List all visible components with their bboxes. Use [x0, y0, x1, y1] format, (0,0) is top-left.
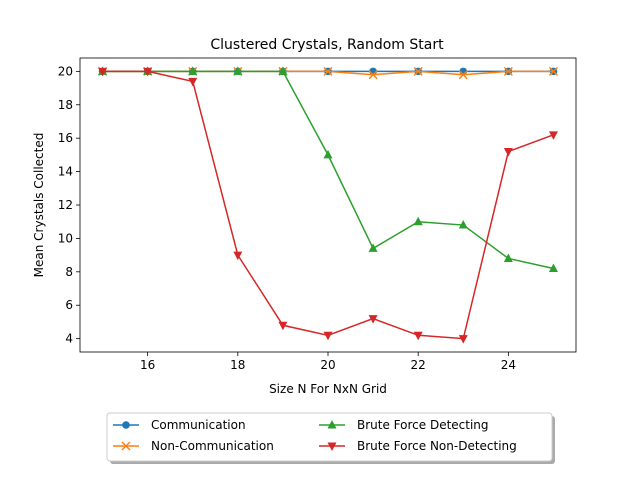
data-point [458, 220, 468, 229]
x-tick-label: 22 [411, 358, 426, 372]
legend-marker [121, 441, 131, 451]
data-point [458, 335, 468, 344]
data-point [233, 66, 243, 75]
y-axis: 4 6 8 10 12 14 16 18 20 [58, 64, 80, 346]
legend-label: Brute Force Detecting [357, 418, 489, 432]
legend: Communication Non-Communication Brute Forc… [106, 412, 555, 464]
y-tick-label: 18 [58, 98, 73, 112]
legend-label: Non-Communication [151, 439, 274, 453]
data-point [548, 66, 558, 76]
legend-item: Non-Communication [113, 439, 274, 453]
data-point [503, 66, 513, 76]
y-tick-label: 16 [58, 131, 73, 145]
data-point [278, 321, 288, 331]
legend-items: Communication Non-Communication Brute Forc… [113, 418, 517, 453]
data-point [188, 66, 198, 75]
data-point [278, 66, 288, 75]
legend-marker [327, 442, 337, 451]
x-tick-label: 16 [140, 358, 155, 372]
data-point [323, 66, 333, 76]
plot-background [80, 58, 576, 352]
x-axis-label: Size N For NxN Grid [269, 382, 387, 396]
data-point [98, 67, 108, 77]
legend-label: Communication [151, 418, 246, 432]
y-tick-label: 20 [58, 64, 73, 78]
x-tick-label: 18 [230, 358, 245, 372]
y-tick-label: 4 [65, 332, 73, 346]
data-point [368, 315, 378, 324]
data-point [548, 263, 558, 272]
data-point [413, 216, 423, 226]
series-brute-force-non-detecting [98, 67, 558, 344]
data-point [368, 243, 378, 252]
data-point [323, 149, 333, 159]
y-tick-label: 8 [65, 265, 73, 279]
data-point [503, 253, 513, 262]
data-point [503, 148, 513, 157]
legend-label: Brute Force Non-Detecting [357, 439, 517, 453]
data-point [548, 131, 558, 140]
y-tick-label: 10 [58, 231, 73, 245]
legend-item: Brute Force Non-Detecting [319, 439, 517, 453]
y-tick-label: 6 [65, 298, 73, 312]
y-axis-label: Mean Crystals Collected [32, 133, 46, 278]
legend-item: Communication [113, 418, 246, 432]
x-tick-label: 24 [501, 358, 516, 372]
chart-title: Clustered Crystals, Random Start [210, 37, 444, 53]
data-point [413, 331, 423, 341]
data-point [323, 331, 333, 341]
series-brute-force-detecting [98, 66, 558, 272]
data-point [143, 67, 153, 77]
legend-box [106, 412, 553, 462]
series-layer [98, 66, 558, 344]
x-tick-label: 20 [320, 358, 335, 372]
legend-marker [122, 421, 130, 429]
y-tick-label: 14 [58, 165, 73, 179]
data-point [233, 251, 243, 261]
data-point [458, 70, 468, 80]
plot-area [79, 57, 577, 353]
legend-item: Brute Force Detecting [319, 418, 489, 432]
y-tick-label: 12 [58, 198, 73, 212]
data-point [413, 66, 423, 76]
data-point [368, 70, 378, 80]
legend-marker [327, 420, 337, 429]
x-axis: 16 18 20 22 24 [140, 352, 516, 372]
data-point [188, 77, 198, 87]
